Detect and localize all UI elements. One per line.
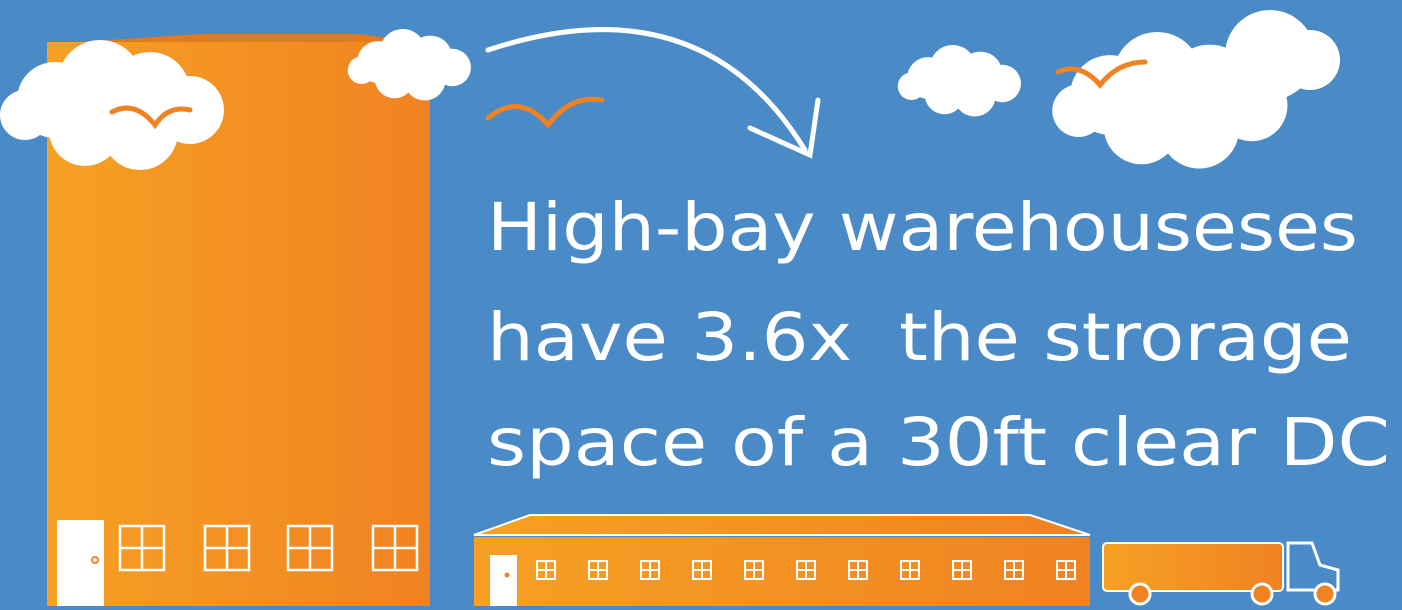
headline-line: space of a 30ft clear DC — [487, 404, 1390, 481]
clouds — [0, 10, 1340, 170]
headline: High-bay warehouseses have 3.6x the stro… — [487, 189, 1390, 481]
truck — [1102, 541, 1340, 606]
headline-line: High-bay warehouseses — [487, 189, 1358, 266]
high-bay-building — [47, 34, 430, 606]
headline-line: have 3.6x the strorage — [487, 299, 1352, 376]
clear-dc-building — [473, 514, 1091, 606]
arrow — [485, 27, 821, 159]
birds — [109, 59, 1148, 130]
